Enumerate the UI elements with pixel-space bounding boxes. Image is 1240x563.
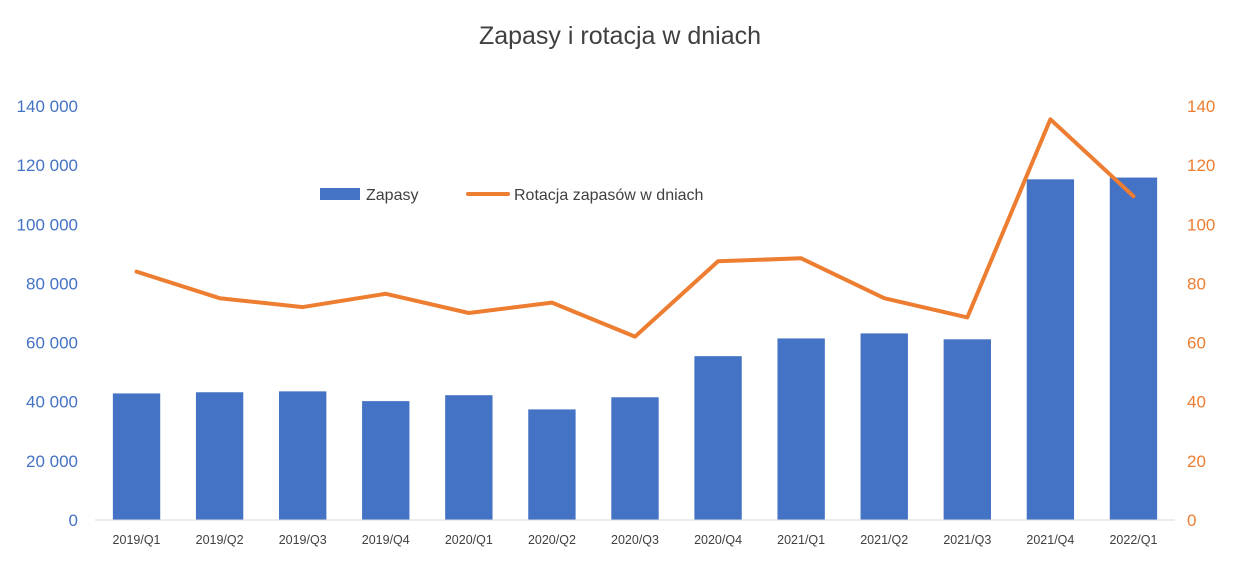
- line-layer: [134, 117, 1136, 339]
- x-tick-label: 2020/Q3: [611, 533, 659, 547]
- x-tick-label: 2020/Q2: [528, 533, 576, 547]
- x-tick-label: 2020/Q4: [694, 533, 742, 547]
- bar-zapasy-2020-q1: [445, 395, 493, 520]
- line-rotacja: [134, 117, 1136, 339]
- legend: Zapasy Rotacja zapasów w dniach: [320, 187, 703, 204]
- bar-zapasy-2022-q1: [1109, 177, 1158, 520]
- bar-zapasy-2019-q2: [195, 392, 244, 520]
- y-left-tick-label: 0: [69, 511, 78, 530]
- x-tick-label: 2021/Q4: [1026, 533, 1074, 547]
- y-right-tick-label: 0: [1187, 511, 1196, 530]
- bar-zapasy-2021-q3: [943, 339, 991, 520]
- chart-title: Zapasy i rotacja w dniach: [479, 22, 761, 50]
- x-tick-label: 2021/Q3: [943, 533, 991, 547]
- x-tick-label: 2019/Q1: [113, 533, 161, 547]
- x-tick-label: 2021/Q2: [860, 533, 908, 547]
- legend-label-zapasy: Zapasy: [366, 187, 418, 204]
- y-left-tick-label: 20 000: [26, 452, 78, 471]
- x-axis: 2019/Q1 2019/Q2 2019/Q3 2019/Q4 2020/Q1 2020/…: [113, 533, 1158, 547]
- x-tick-label: 2019/Q3: [279, 533, 327, 547]
- y-left-tick-label: 60 000: [26, 334, 78, 353]
- y-right-tick-label: 100: [1187, 215, 1215, 234]
- y-left-tick-label: 80 000: [26, 274, 78, 293]
- bar-zapasy-2020-q3: [611, 397, 659, 520]
- x-tick-label: 2019/Q4: [362, 533, 410, 547]
- y-right-tick-label: 20: [1187, 452, 1206, 471]
- bar-zapasy-2021-q2: [860, 333, 908, 520]
- bar-zapasy-2021-q4: [1026, 179, 1075, 520]
- y-left-tick-label: 40 000: [26, 393, 78, 412]
- y-left-tick-label: 120 000: [17, 156, 78, 175]
- x-tick-label: 2022/Q1: [1109, 533, 1157, 547]
- bar-zapasy-2020-q2: [528, 409, 576, 520]
- bar-zapasy-2020-q4: [694, 356, 742, 520]
- y-left-tick-label: 140 000: [17, 97, 78, 116]
- y-right-tick-label: 80: [1187, 274, 1206, 293]
- y-axis-right: 0 20 40 60 80 100 120 140: [1187, 97, 1215, 530]
- y-axis-left: 0 20 000 40 000 60 000 80 000 100 000 120 000 1…: [17, 97, 78, 530]
- x-tick-label: 2020/Q1: [445, 533, 493, 547]
- x-tick-label: 2021/Q1: [777, 533, 825, 547]
- bar-zapasy-2019-q3: [279, 391, 327, 520]
- legend-label-rotacja: Rotacja zapasów w dniach: [514, 187, 703, 204]
- legend-swatch-zapasy: [320, 188, 360, 200]
- y-left-tick-label: 100 000: [17, 215, 78, 234]
- bars-layer: [112, 177, 1158, 520]
- y-right-tick-label: 120: [1187, 156, 1215, 175]
- bar-zapasy-2019-q1: [112, 393, 161, 520]
- bar-zapasy-2019-q4: [362, 401, 410, 520]
- bar-zapasy-2021-q1: [777, 338, 825, 520]
- x-tick-label: 2019/Q2: [196, 533, 244, 547]
- y-right-tick-label: 40: [1187, 393, 1206, 412]
- y-right-tick-label: 140: [1187, 97, 1215, 116]
- y-right-tick-label: 60: [1187, 334, 1206, 353]
